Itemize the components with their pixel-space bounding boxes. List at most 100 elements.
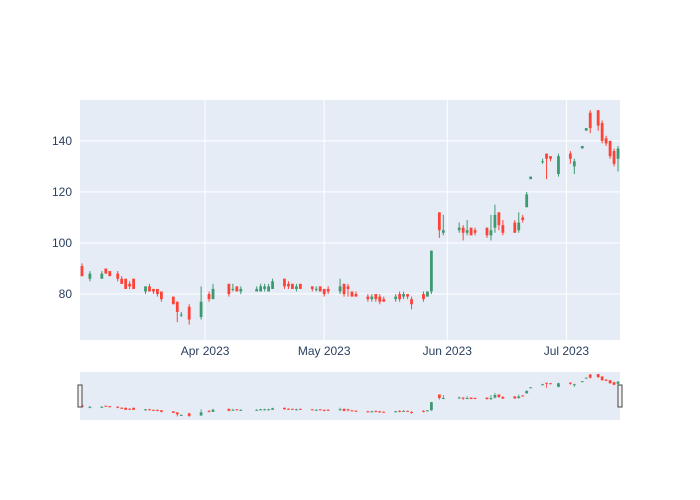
- candle-body: [422, 294, 425, 299]
- slider-candle: [152, 410, 155, 411]
- candle-body: [406, 294, 409, 297]
- candle-body: [311, 286, 314, 289]
- slider-candle-body: [609, 380, 612, 383]
- candle-body: [609, 141, 612, 156]
- candle-body: [517, 223, 520, 231]
- slider-candle-body: [581, 381, 584, 382]
- slider-candle: [557, 383, 560, 388]
- slider-candle: [430, 402, 433, 411]
- candle-body: [283, 279, 286, 287]
- candle-body: [152, 289, 155, 292]
- slider-candle-body: [601, 377, 604, 381]
- slider-candle-body: [271, 408, 274, 410]
- slider-candle-body: [259, 409, 262, 410]
- candle-body: [394, 297, 397, 300]
- candle-body: [366, 297, 369, 300]
- slider-candle-body: [351, 410, 354, 411]
- y-tick-label: 140: [52, 134, 72, 148]
- slider-candle: [585, 378, 588, 379]
- candle-body: [462, 228, 465, 233]
- y-tick-label: 100: [52, 236, 72, 250]
- candle-body: [315, 289, 318, 290]
- x-axis-tick-labels: Apr 2023 May 2023 Jun 2023 Jul 2023: [181, 344, 590, 358]
- candle-body: [378, 297, 381, 302]
- candle-body: [259, 286, 262, 291]
- slider-candle-body: [156, 410, 159, 411]
- slider-candle-body: [188, 413, 191, 416]
- candle-body: [351, 291, 354, 296]
- candle-body: [120, 279, 123, 284]
- slider-candle-body: [132, 408, 135, 410]
- candle-body: [426, 291, 429, 296]
- slider-candle-body: [597, 374, 600, 377]
- candle-body: [228, 284, 231, 294]
- slider-candle-body: [438, 394, 441, 398]
- candle-body: [470, 228, 473, 236]
- candle-decreasing: [104, 269, 107, 274]
- y-tick-label: 80: [59, 287, 73, 301]
- slider-candle-body: [366, 411, 369, 412]
- slider-candle-body: [128, 409, 131, 410]
- slider-candle-body: [180, 415, 183, 416]
- candle-decreasing: [319, 286, 322, 291]
- slider-candle-body: [394, 411, 397, 412]
- candle-body: [319, 286, 322, 291]
- slider-candle-body: [402, 411, 405, 412]
- slider-candle-body: [100, 407, 103, 408]
- range-slider-track[interactable]: [80, 372, 620, 420]
- range-slider-left-handle[interactable]: [78, 385, 82, 407]
- range-slider-right-handle[interactable]: [618, 385, 622, 407]
- candle-decreasing: [601, 120, 604, 143]
- candle-body: [295, 286, 298, 289]
- slider-candle-body: [442, 398, 445, 399]
- slider-candle-body: [228, 409, 231, 411]
- slider-candle-body: [549, 383, 552, 384]
- slider-candle-body: [347, 409, 350, 410]
- slider-candle-body: [474, 398, 477, 399]
- candle-body: [255, 289, 258, 292]
- slider-candle: [299, 409, 302, 410]
- slider-candle-body: [529, 387, 532, 388]
- slider-candle-body: [398, 411, 401, 412]
- slider-candle-body: [569, 383, 572, 384]
- candle-body: [267, 286, 270, 291]
- slider-candle: [549, 383, 552, 384]
- candle-body: [601, 123, 604, 141]
- candle-increasing: [585, 128, 588, 131]
- candle-decreasing: [108, 271, 111, 276]
- slider-candle: [291, 409, 294, 410]
- slider-candle-body: [263, 409, 266, 410]
- slider-candle-body: [462, 398, 465, 399]
- slider-candle: [601, 376, 604, 381]
- candle-body: [573, 161, 576, 166]
- candle-body: [382, 299, 385, 302]
- candle-increasing: [557, 154, 560, 177]
- candle-body: [374, 294, 377, 299]
- candle-body: [521, 217, 524, 220]
- slider-candle-body: [517, 397, 520, 399]
- candle-body: [104, 269, 107, 274]
- candle-body: [100, 274, 103, 279]
- slider-candle-body: [370, 411, 373, 412]
- candle-body: [156, 289, 159, 294]
- slider-candle-body: [172, 411, 175, 413]
- candle-body: [339, 286, 342, 291]
- candle-body: [438, 212, 441, 230]
- slider-candle-body: [605, 380, 608, 381]
- candle-body: [128, 284, 131, 287]
- candle-body: [466, 230, 469, 233]
- slider-candle-body: [144, 409, 147, 410]
- candle-body: [529, 177, 532, 180]
- candle-body: [498, 212, 501, 225]
- candle-decreasing: [172, 297, 175, 305]
- slider-candle-body: [283, 408, 286, 410]
- slider-candle: [124, 408, 127, 410]
- slider-candle-body: [521, 395, 524, 396]
- slider-candle-body: [295, 409, 298, 410]
- candle-body: [569, 154, 572, 159]
- candle-decreasing: [124, 279, 127, 289]
- slider-candle-body: [525, 391, 528, 394]
- candle-body: [458, 228, 461, 231]
- candle-body: [299, 284, 302, 289]
- slider-candle-body: [299, 409, 302, 410]
